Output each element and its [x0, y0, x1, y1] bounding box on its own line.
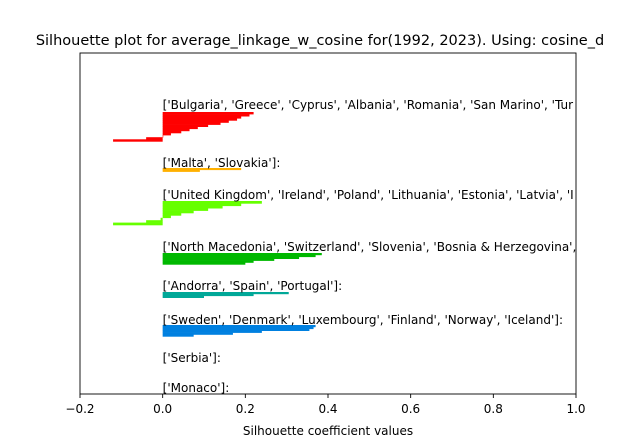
chart-title: Silhouette plot for average_linkage_w_co…: [36, 33, 604, 49]
x-axis-label: Silhouette coefficient values: [243, 424, 413, 438]
cluster-label: ['Monaco']:: [163, 381, 230, 395]
cluster-label: ['United Kingdom', 'Ireland', 'Poland', …: [163, 188, 574, 202]
cluster-6: ['Sweden', 'Denmark', 'Luxembourg', 'Fin…: [162, 313, 563, 337]
silhouette-bar: [162, 330, 262, 333]
silhouette-bar: [162, 208, 209, 211]
silhouette-bar: [162, 332, 233, 335]
cluster-label: ['Andorra', 'Spain', 'Portugal']:: [163, 279, 342, 293]
cluster-4: ['North Macedonia', 'Switzerland', 'Slov…: [162, 240, 577, 265]
silhouette-bar: [162, 254, 316, 258]
x-tick-label: 0.2: [236, 402, 255, 416]
cluster-5: ['Andorra', 'Spain', 'Portugal']:: [162, 279, 342, 298]
silhouette-bar: [162, 118, 238, 121]
x-axis: −0.2 0.0 0.2 0.4 0.6 0.8 1.0: [65, 394, 586, 416]
cluster-3: ['United Kingdom', 'Ireland', 'Poland', …: [113, 188, 574, 226]
silhouette-bar: [162, 334, 194, 337]
silhouette-bar: [162, 210, 194, 214]
silhouette-bar: [162, 292, 289, 295]
x-tick-label: −0.2: [65, 402, 94, 416]
silhouette-bar: [162, 128, 190, 132]
silhouette-bar: [162, 256, 300, 259]
silhouette-bar: [146, 220, 163, 223]
silhouette-bar: [162, 133, 171, 136]
silhouette-bar: [162, 258, 275, 261]
silhouette-bar: [146, 137, 163, 140]
x-tick-label: 0.8: [484, 402, 503, 416]
x-tick-label: 1.0: [566, 402, 585, 416]
plot-area: ['Bulgaria', 'Greece', 'Cyprus', 'Albani…: [113, 98, 576, 395]
silhouette-bar: [162, 326, 314, 330]
silhouette-bar: [162, 328, 310, 331]
silhouette-bar: [113, 139, 163, 142]
cluster-2: ['Malta', 'Slovakia']:: [162, 156, 281, 172]
cluster-label: ['Malta', 'Slovakia']:: [163, 156, 281, 170]
silhouette-bar: [162, 135, 164, 138]
silhouette-bar: [162, 120, 229, 123]
silhouette-bar: [162, 295, 204, 298]
silhouette-bar: [162, 169, 200, 172]
silhouette-bar: [162, 130, 182, 134]
cluster-8: ['Monaco']:: [163, 381, 230, 395]
silhouette-bar: [162, 213, 182, 216]
cluster-label: ['Bulgaria', 'Greece', 'Cyprus', 'Albani…: [163, 98, 573, 112]
silhouette-bar: [162, 122, 221, 125]
silhouette-bar: [162, 293, 254, 297]
silhouette-bar: [162, 112, 254, 115]
silhouette-bar: [162, 114, 250, 117]
silhouette-bar: [160, 217, 163, 221]
cluster-label: ['North Macedonia', 'Switzerland', 'Slov…: [163, 240, 577, 254]
silhouette-bar: [162, 168, 242, 171]
silhouette-bar: [162, 260, 254, 263]
silhouette-bar: [162, 262, 246, 265]
silhouette-bar: [162, 253, 322, 256]
x-tick-label: 0.6: [401, 402, 420, 416]
silhouette-bar: [162, 325, 316, 328]
cluster-1: ['Bulgaria', 'Greece', 'Cyprus', 'Albani…: [113, 98, 573, 142]
silhouette-bar: [162, 126, 198, 130]
cluster-label: ['Sweden', 'Denmark', 'Luxembourg', 'Fin…: [163, 313, 563, 327]
x-tick-label: 0.0: [153, 402, 172, 416]
x-tick-label: 0.4: [318, 402, 337, 416]
silhouette-bar: [162, 116, 242, 119]
silhouette-bar: [162, 205, 223, 209]
silhouette-bar: [162, 215, 171, 219]
silhouette-bar: [162, 203, 242, 207]
silhouette-bar: [162, 201, 262, 204]
cluster-label: ['Serbia']:: [163, 351, 221, 365]
silhouette-bar: [113, 222, 163, 226]
silhouette-bar: [162, 124, 209, 127]
cluster-7: ['Serbia']:: [163, 351, 221, 365]
